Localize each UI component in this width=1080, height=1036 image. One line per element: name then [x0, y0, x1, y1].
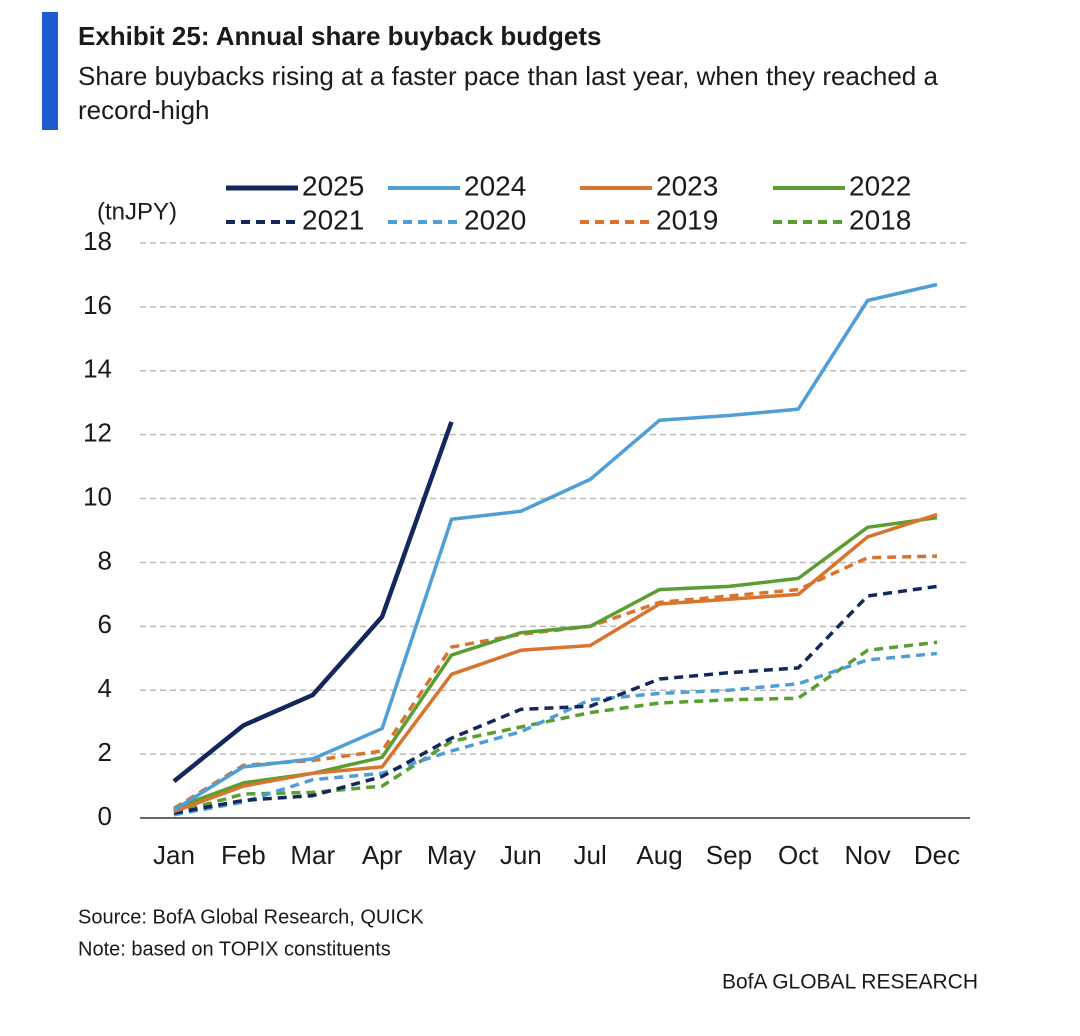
x-tick-label: May [427, 840, 476, 870]
x-tick-label: Jul [574, 840, 607, 870]
series-line [172, 421, 454, 784]
y-tick-label: 0 [98, 801, 112, 831]
x-tick-label: Sep [706, 840, 752, 870]
x-tick-label: Aug [636, 840, 682, 870]
x-tick-label: Dec [914, 840, 960, 870]
chart-subtitle: Share buybacks rising at a faster pace t… [78, 61, 938, 91]
series-line [173, 640, 938, 815]
legend-label: 2024 [464, 170, 526, 201]
y-tick-label: 18 [83, 226, 112, 256]
x-tick-label: Apr [362, 840, 403, 870]
series-line [173, 515, 938, 811]
legend-label: 2022 [849, 170, 911, 201]
y-tick-label: 10 [83, 481, 112, 511]
y-tick-label: 16 [83, 290, 112, 320]
legend-label: 2019 [656, 204, 718, 235]
y-axis-label: (tnJPY) [97, 198, 177, 225]
legend-label: 2025 [302, 170, 364, 201]
x-tick-label: Feb [221, 840, 266, 870]
footer: BofA GLOBAL RESEARCH [722, 971, 978, 994]
y-tick-label: 14 [83, 354, 112, 384]
note: Note: based on TOPIX constituents [78, 938, 391, 960]
y-tick-label: 8 [98, 545, 112, 575]
legend-label: 2020 [464, 204, 526, 235]
y-tick-label: 2 [98, 737, 112, 767]
chart-subtitle: record-high [78, 95, 210, 125]
chart-title: Exhibit 25: Annual share buyback budgets [78, 21, 601, 51]
x-tick-label: Mar [290, 840, 335, 870]
y-tick-label: 12 [83, 418, 112, 448]
x-tick-label: Nov [845, 840, 891, 870]
x-tick-label: Jan [153, 840, 195, 870]
legend-label: 2018 [849, 204, 911, 235]
accent-bar [42, 12, 58, 130]
x-tick-label: Jun [500, 840, 542, 870]
y-tick-label: 4 [98, 673, 112, 703]
legend-label: 2021 [302, 204, 364, 235]
source: Source: BofA Global Research, QUICK [78, 906, 424, 928]
series-line [173, 651, 938, 817]
series-line [173, 282, 938, 812]
series-line [173, 554, 938, 810]
series-line [173, 512, 938, 814]
y-tick-label: 6 [98, 609, 112, 639]
series-line [173, 584, 938, 815]
x-tick-label: Oct [778, 840, 819, 870]
legend-label: 2023 [656, 170, 718, 201]
